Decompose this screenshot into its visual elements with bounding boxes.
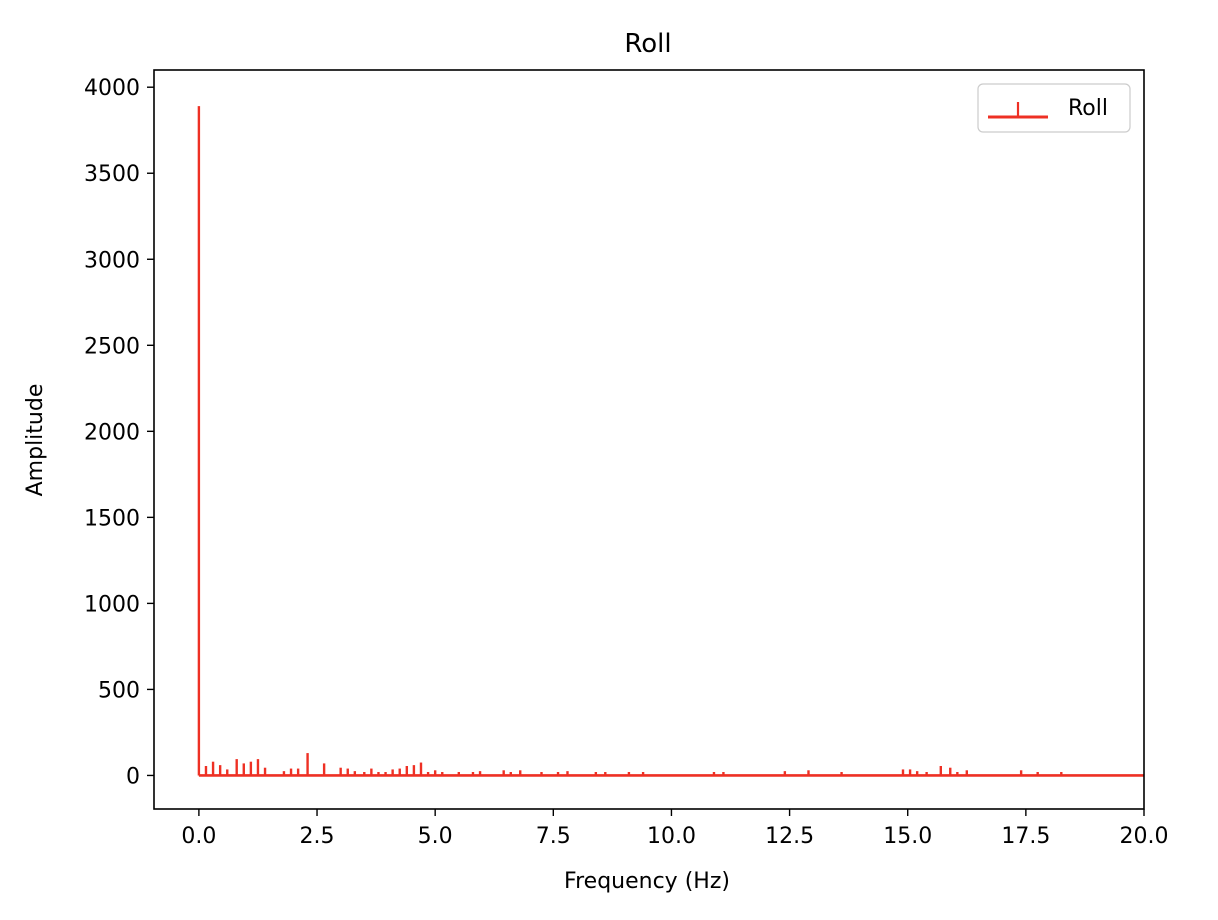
x-tick-label: 7.5 — [536, 824, 571, 849]
x-tick-label: 12.5 — [765, 824, 814, 849]
y-tick-label: 4000 — [84, 76, 140, 101]
y-tick-label: 1000 — [84, 592, 140, 617]
x-tick-label: 10.0 — [647, 824, 696, 849]
y-axis-label: Amplitude — [23, 384, 48, 497]
x-tick-label: 15.0 — [883, 824, 932, 849]
axes-frame — [153, 69, 1145, 810]
y-tick-label: 1500 — [84, 506, 140, 531]
legend-box — [977, 83, 1131, 133]
x-tick-label: 5.0 — [418, 824, 453, 849]
y-tick-label: 2000 — [84, 420, 140, 445]
plot-area: 0.0 2.5 5.0 7.5 10.0 12.5 15.0 17.5 20.0 0 500 1000… — [84, 76, 1168, 849]
x-tick-label: 20.0 — [1120, 824, 1169, 849]
x-tick-label: 0.0 — [181, 824, 216, 849]
x-axis-label: Frequency (Hz) — [564, 869, 730, 894]
y-tick-label: 3500 — [84, 162, 140, 187]
legend-label: Roll — [1068, 96, 1108, 121]
y-tick-label: 500 — [98, 678, 140, 703]
y-tick-label: 3000 — [84, 248, 140, 273]
legend: Roll — [977, 83, 1131, 133]
y-tick-label: 0 — [126, 764, 140, 789]
chart-title: Roll — [624, 29, 671, 59]
x-tick-label: 2.5 — [300, 824, 335, 849]
y-tick-label: 2500 — [84, 334, 140, 359]
x-tick-label: 17.5 — [1001, 824, 1050, 849]
